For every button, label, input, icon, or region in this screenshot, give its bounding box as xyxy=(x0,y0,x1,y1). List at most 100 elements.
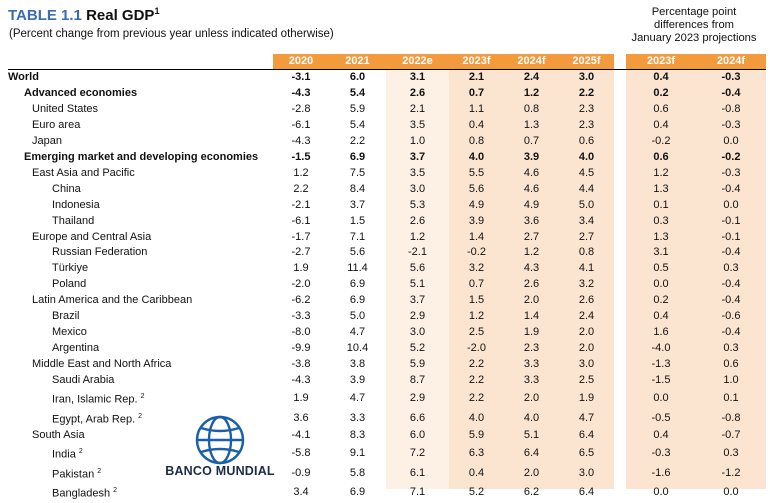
column-gap xyxy=(614,409,626,429)
col-header: 2024f xyxy=(504,54,559,70)
value-cell: 7.2 xyxy=(409,447,426,460)
value-cell: 6.2 xyxy=(523,486,540,499)
value-cell: -5.8 xyxy=(291,447,311,460)
value-cell: 4.1 xyxy=(578,262,595,275)
value-cell: -0.3 xyxy=(651,447,671,460)
value-cell: 1.9 xyxy=(523,326,540,339)
value-cell: 4.0 xyxy=(468,411,485,424)
row-label: Europe and Central Asia xyxy=(32,230,152,243)
world-bank-logo: BANCO MUNDIAL xyxy=(158,414,282,484)
value-cell: 5.8 xyxy=(349,466,366,479)
column-gap xyxy=(614,373,626,389)
value-cell: -0.4 xyxy=(721,278,741,291)
value-cell: 3.9 xyxy=(468,214,485,227)
table-row: United States -2.8 5.9 2.1 1.1 0.8 2.3 0.6 -0.8 xyxy=(8,102,766,118)
value-cell: 0.0 xyxy=(723,486,739,499)
value-cell: -4.3 xyxy=(291,86,311,99)
value-cell: 1.9 xyxy=(578,391,595,404)
value-cell: -0.3 xyxy=(721,118,741,131)
value-cell: 2.4 xyxy=(504,68,559,86)
row-label: Egypt, Arab Rep. 2 xyxy=(52,412,143,426)
value-cell: 2.0 xyxy=(578,342,595,355)
value-cell: 6.1 xyxy=(409,466,426,479)
value-cell: -0.4 xyxy=(721,86,741,99)
value-cell: -3.8 xyxy=(291,358,311,371)
value-cell: 5.9 xyxy=(468,429,485,442)
value-cell: 1.2 xyxy=(523,246,540,259)
value-cell: 5.2 xyxy=(409,342,426,355)
value-cell: 2.0 xyxy=(523,294,540,307)
value-cell: -1.3 xyxy=(651,358,671,371)
value-cell: 1.4 xyxy=(523,310,540,323)
value-cell: 0.6 xyxy=(653,150,669,163)
shade-pp-diff xyxy=(626,54,766,489)
value-cell: 3.7 xyxy=(409,150,426,163)
value-cell: -4.3 xyxy=(291,374,311,387)
header-row: 2020 2021 2022e 2023f 2024f 2025f 2023f … xyxy=(8,54,766,70)
value-cell: 0.4 xyxy=(653,118,669,131)
value-cell: -0.4 xyxy=(721,326,741,339)
pp-header-line: January 2023 projections xyxy=(631,32,757,44)
value-cell: 2.0 xyxy=(523,466,540,479)
value-cell: 1.9 xyxy=(293,262,309,275)
value-cell: -0.7 xyxy=(721,429,741,442)
value-cell: 4.9 xyxy=(523,198,540,211)
value-cell: 6.9 xyxy=(349,294,366,307)
value-cell: -0.4 xyxy=(721,294,741,307)
table-row: Brazil -3.3 5.0 2.9 1.2 1.4 2.4 0.4 -0.6 xyxy=(8,309,766,325)
value-cell: 0.4 xyxy=(626,68,696,86)
value-cell: 5.6 xyxy=(349,246,366,259)
value-cell: -0.3 xyxy=(721,166,741,179)
value-cell: 10.4 xyxy=(346,342,369,355)
value-cell: 3.7 xyxy=(409,294,426,307)
col-header: 2024f xyxy=(696,54,766,70)
value-cell: 4.7 xyxy=(349,391,366,404)
value-cell: 6.9 xyxy=(349,150,366,163)
value-cell: -1.6 xyxy=(651,466,671,479)
value-cell: 0.7 xyxy=(523,134,540,147)
value-cell: 1.6 xyxy=(653,326,669,339)
table-row: Türkiye 1.9 11.4 5.6 3.2 4.3 4.1 0.5 0.3 xyxy=(8,261,766,277)
value-cell: 2.3 xyxy=(523,342,540,355)
header-blank xyxy=(8,54,273,70)
value-cell: 2.6 xyxy=(409,214,426,227)
value-cell: 1.5 xyxy=(468,294,485,307)
shade-forecast xyxy=(449,54,614,489)
column-gap xyxy=(614,182,626,198)
table-row: Saudi Arabia -4.3 3.9 8.7 2.2 3.3 2.5 -1.5 1.0 xyxy=(8,373,766,389)
pp-differences-header: Percentage point differences from Januar… xyxy=(622,6,766,45)
value-cell: 2.6 xyxy=(523,278,540,291)
value-cell: 2.0 xyxy=(578,326,595,339)
row-label: Indonesia xyxy=(52,198,100,211)
value-cell: -0.8 xyxy=(721,102,741,115)
row-label: Middle East and North Africa xyxy=(32,358,172,371)
value-cell: -0.9 xyxy=(291,466,311,479)
value-cell: 11.4 xyxy=(347,262,368,275)
value-cell: 3.2 xyxy=(578,278,595,291)
column-gap xyxy=(614,214,626,230)
value-cell: -0.8 xyxy=(721,411,741,424)
value-cell: 1.3 xyxy=(653,230,669,243)
column-gap xyxy=(614,86,626,102)
column-gap xyxy=(614,150,626,166)
value-cell: 2.2 xyxy=(578,86,595,99)
value-cell: 6.5 xyxy=(578,447,595,460)
column-gap xyxy=(614,118,626,134)
value-cell: 6.6 xyxy=(409,411,426,424)
table-row: Indonesia -2.1 3.7 5.3 4.9 4.9 5.0 0.1 0.0 xyxy=(8,198,766,214)
value-cell: 6.0 xyxy=(329,68,386,86)
value-cell: 0.4 xyxy=(468,118,485,131)
value-cell: 1.2 xyxy=(523,86,540,99)
value-cell: 5.9 xyxy=(409,358,426,371)
value-cell: 3.9 xyxy=(523,150,540,163)
value-cell: 0.0 xyxy=(723,198,739,211)
value-cell: -0.5 xyxy=(651,411,671,424)
col-header: 2023f xyxy=(626,54,696,70)
table-row: Latin America and the Caribbean -6.2 6.9 3.… xyxy=(8,293,766,309)
column-gap xyxy=(614,464,626,484)
table-row: Argentina -9.9 10.4 5.2 -2.0 2.3 2.0 -4.0 0.3 xyxy=(8,341,766,357)
column-gap xyxy=(614,68,626,86)
value-cell: 1.1 xyxy=(468,102,485,115)
value-cell: -8.0 xyxy=(291,326,311,339)
value-cell: 6.0 xyxy=(409,429,426,442)
